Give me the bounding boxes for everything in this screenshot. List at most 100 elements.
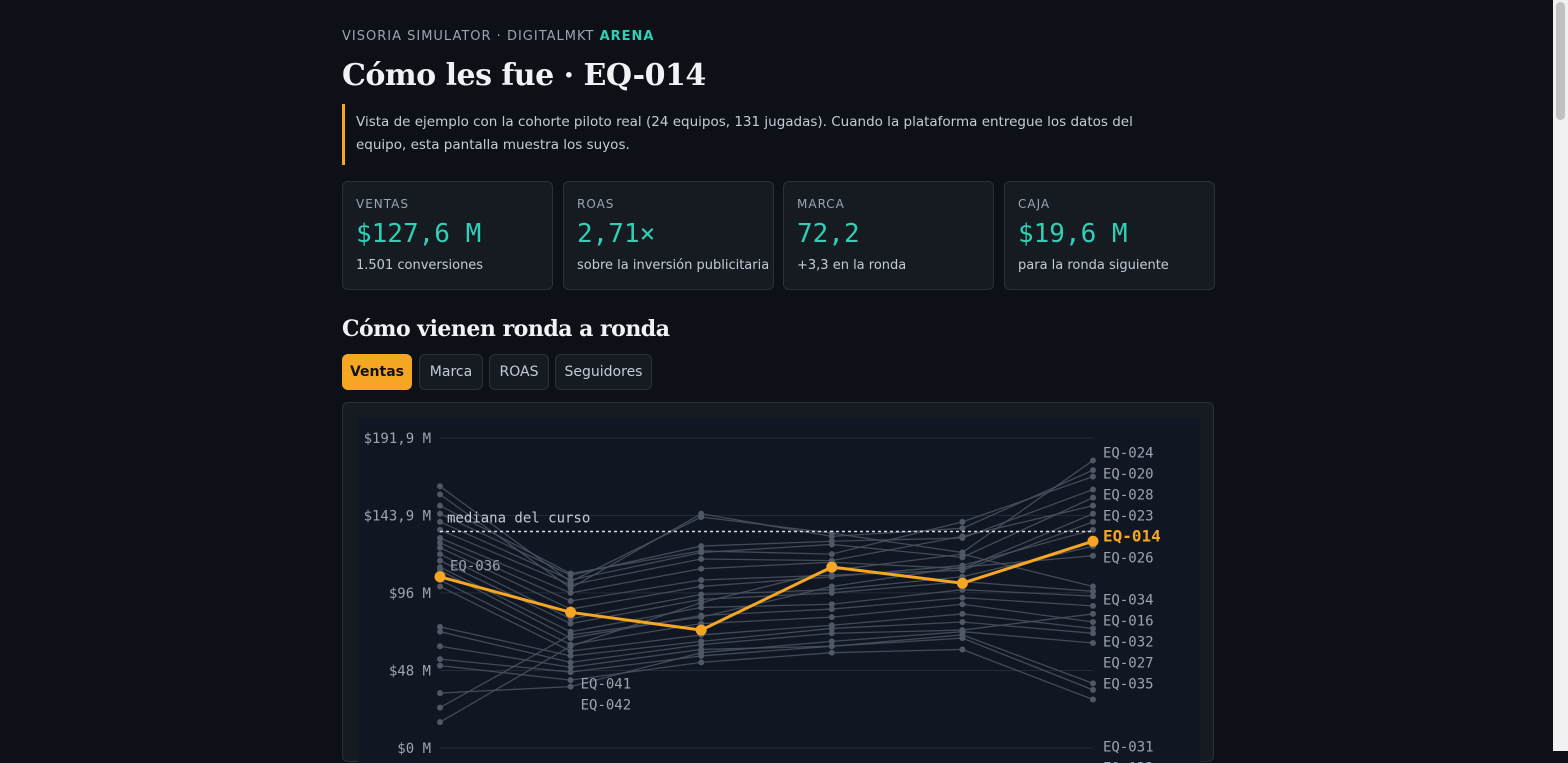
kpi-value: 72,2 xyxy=(797,219,860,249)
series-point xyxy=(1090,502,1096,509)
series-line xyxy=(439,579,1094,646)
series-point xyxy=(1090,625,1096,632)
tab-roas[interactable]: ROAS xyxy=(489,354,549,390)
series-point xyxy=(959,525,966,532)
series-point xyxy=(567,677,574,684)
highlight-point xyxy=(826,561,838,573)
brand-accent: ARENA xyxy=(599,29,655,44)
series-point xyxy=(567,597,574,604)
series-point xyxy=(698,659,705,666)
chart-plot-area: $0 M $48 M $96 M $143,9 M $191,9 M mediana de… xyxy=(358,418,1200,763)
series-point xyxy=(959,628,966,635)
series-line xyxy=(439,560,1094,625)
sample-notice: Vista de ejemplo con la cohorte piloto r… xyxy=(342,104,1214,165)
series-point xyxy=(567,669,574,676)
series-point xyxy=(828,583,835,590)
end-team-label: EQ-035 xyxy=(1103,676,1154,692)
series-point xyxy=(437,551,443,558)
series-point xyxy=(959,533,966,540)
series-point xyxy=(437,662,443,669)
series-point xyxy=(567,643,574,650)
series-point xyxy=(567,648,574,655)
kpi-sub: para la ronda siguiente xyxy=(1018,258,1169,273)
kpi-label: ROAS xyxy=(577,197,615,211)
series-point xyxy=(437,539,443,546)
series-line xyxy=(439,566,1094,633)
end-team-label: EQ-032 xyxy=(1103,634,1154,650)
y-tick-label: $96 M xyxy=(389,586,431,602)
series-point xyxy=(437,534,443,541)
tab-ventas[interactable]: Ventas xyxy=(342,354,412,390)
section-title: Cómo vienen ronda a ronda xyxy=(342,316,670,342)
series-point xyxy=(1090,630,1096,637)
series-point xyxy=(437,491,443,498)
tab-seguidores[interactable]: Seguidores xyxy=(555,354,652,390)
y-tick-label: $48 M xyxy=(389,663,431,679)
start-team-label: EQ-036 xyxy=(450,558,501,574)
series-point xyxy=(828,643,835,650)
series-line xyxy=(439,585,1094,652)
series-point xyxy=(959,564,966,571)
kpi-cards: VENTAS $127,6 M 1.501 conversiones ROAS … xyxy=(342,181,1215,290)
series-point xyxy=(1090,588,1096,595)
series-line xyxy=(439,613,1094,664)
series-point xyxy=(1090,510,1096,517)
highlight-point xyxy=(956,577,968,589)
series-point xyxy=(437,557,443,564)
series-point xyxy=(959,635,966,642)
series-point xyxy=(828,573,835,580)
series-line xyxy=(439,475,1094,575)
series-point xyxy=(437,656,443,663)
kpi-label: VENTAS xyxy=(356,197,409,211)
series-line xyxy=(439,545,1094,620)
series-point xyxy=(437,623,443,630)
series-point xyxy=(1090,686,1096,693)
end-team-label: EQ-026 xyxy=(1103,550,1154,566)
series-point xyxy=(567,581,574,588)
series-line xyxy=(439,497,1094,581)
series-point xyxy=(828,614,835,621)
scrollbar-thumb[interactable] xyxy=(1556,2,1565,120)
series-point xyxy=(959,518,966,525)
series-point xyxy=(437,544,443,551)
kpi-sub: +3,3 en la ronda xyxy=(797,258,907,273)
series-point xyxy=(437,704,443,711)
series-point xyxy=(437,502,443,509)
series-point xyxy=(1090,583,1096,590)
series-point xyxy=(698,510,705,517)
low-team-label: EQ-042 xyxy=(581,697,632,713)
series-line xyxy=(439,488,1094,576)
series-point xyxy=(698,614,705,621)
series-point xyxy=(959,618,966,625)
series-point xyxy=(1090,457,1096,464)
series-point xyxy=(959,601,966,608)
brand-line: VISORIA SIMULATOR · DIGITALMKT ARENA xyxy=(342,29,655,44)
kpi-sub: 1.501 conversiones xyxy=(356,258,484,273)
series-point xyxy=(437,483,443,490)
page-scrollbar[interactable] xyxy=(1553,0,1568,751)
series-point xyxy=(567,683,574,690)
sales-line-chart: $0 M $48 M $96 M $143,9 M $191,9 M mediana de… xyxy=(364,431,1161,763)
series-line xyxy=(439,569,1094,639)
series-point xyxy=(567,652,574,659)
series-point xyxy=(1090,639,1096,646)
end-team-label: EQ-023 xyxy=(1103,508,1154,524)
series-point xyxy=(959,646,966,653)
tab-marca[interactable]: Marca xyxy=(419,354,483,390)
series-point xyxy=(828,606,835,613)
series-point xyxy=(698,576,705,583)
kpi-label: MARCA xyxy=(797,197,845,211)
series-line xyxy=(439,555,1094,709)
series-point xyxy=(828,601,835,608)
brand-prefix: VISORIA SIMULATOR · DIGITALMKT xyxy=(342,29,595,44)
end-team-label: EQ-027 xyxy=(1103,655,1154,671)
series-point xyxy=(1090,593,1096,600)
series-point xyxy=(828,533,835,540)
series-point xyxy=(1090,552,1096,559)
series-point xyxy=(828,625,835,632)
series-point xyxy=(828,589,835,596)
series-point xyxy=(698,649,705,656)
series-point xyxy=(437,690,443,697)
series-point xyxy=(1090,494,1096,501)
series-point xyxy=(698,549,705,556)
